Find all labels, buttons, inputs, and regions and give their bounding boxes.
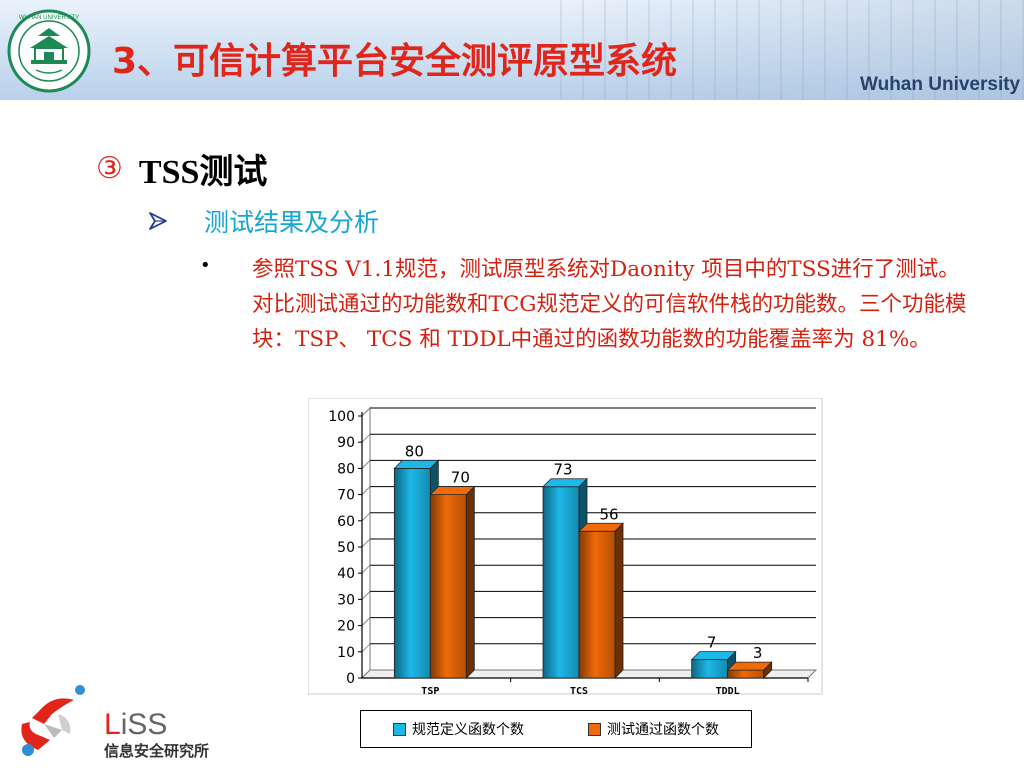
liss-wordmark: LiSS	[104, 708, 167, 742]
institute-name: 信息安全研究所	[104, 742, 210, 760]
header-decoration	[560, 0, 1024, 100]
grid-line-wall	[361, 643, 371, 653]
data-label: 70	[451, 469, 470, 487]
subheading-row: 测试结果及分析	[148, 203, 379, 239]
grid-line-wall	[361, 564, 371, 574]
header-banner: WUHAN UNIVERSITY 3、可信计算平台安全测评原型系统 Wuhan …	[0, 0, 1024, 100]
legend-swatch-passed	[588, 722, 601, 736]
grid-line-wall	[361, 591, 371, 600]
grid-line-wall	[361, 486, 371, 495]
liss-logo-icon	[21, 685, 85, 756]
y-tick-label: 20	[337, 619, 355, 635]
bar-side	[465, 485, 475, 679]
grid-line-wall	[361, 538, 371, 548]
bar-side	[763, 661, 773, 679]
liss-wordmark-l: L	[104, 708, 121, 741]
data-label: 7	[707, 634, 717, 652]
bar-front	[727, 669, 765, 679]
y-tick-label: 0	[346, 671, 355, 687]
subheading: 测试结果及分析	[204, 208, 380, 237]
legend-label-passed: 测试通过函数个数	[607, 722, 719, 738]
page-title: 3、可信计算平台安全测评原型系统	[112, 41, 678, 82]
legend-label-spec: 规范定义函数个数	[412, 722, 524, 738]
x-tick-label: TDDL	[716, 686, 740, 696]
y-tick-label: 80	[337, 461, 355, 477]
bar-front	[691, 659, 729, 679]
grid-line-wall	[361, 512, 371, 522]
section-heading-row: ③ TSS测试	[96, 146, 268, 191]
data-label: 56	[599, 505, 618, 523]
grid-line-wall	[361, 407, 371, 417]
bar-front	[578, 530, 616, 679]
liss-wordmark-rest: iSS	[120, 708, 168, 741]
x-tick-label: TSP	[421, 686, 439, 696]
bar-front	[542, 486, 580, 679]
y-tick-label: 90	[337, 435, 355, 451]
y-tick-label: 60	[337, 514, 355, 530]
body-paragraph: 参照TSS V1.1规范，测试原型系统对Daonity 项目中的TSS进行了测试…	[252, 257, 967, 352]
y-tick-label: 10	[337, 645, 355, 661]
data-label: 73	[553, 461, 572, 479]
section-heading: TSS测试	[138, 153, 268, 191]
legend-item-spec: 规范定义函数个数	[393, 719, 524, 739]
bar-front	[429, 494, 467, 679]
y-tick-label: 40	[337, 566, 355, 582]
wuhan-university-seal-icon: WUHAN UNIVERSITY	[7, 9, 91, 93]
grid-line-wall	[361, 460, 371, 469]
x-tick-label: TCS	[570, 686, 588, 696]
data-label: 3	[753, 644, 763, 662]
y-tick-label: 100	[328, 409, 355, 425]
university-name: Wuhan University	[860, 74, 1021, 95]
y-tick-label: 30	[337, 592, 355, 608]
grid-line-wall	[361, 617, 371, 626]
legend-swatch-spec	[393, 722, 406, 736]
bullet-dot: •	[200, 255, 211, 276]
legend-item-passed: 测试通过函数个数	[588, 719, 719, 739]
logo-text: WUHAN UNIVERSITY	[19, 15, 79, 21]
circled-number: ③	[96, 150, 123, 186]
data-label: 80	[405, 442, 424, 460]
bar-front	[393, 468, 431, 679]
y-tick-label: 50	[337, 540, 355, 556]
arrow-bullet-icon	[149, 212, 167, 230]
bar-side	[614, 522, 624, 679]
chart-legend: 规范定义函数个数 测试通过函数个数	[360, 710, 752, 748]
grid-line-wall	[361, 433, 371, 443]
y-tick-label: 70	[337, 488, 355, 504]
bar-chart: 0 10 20 30 40 50 60 70 80 90 100 80 70 TSP 73 56 TCS…	[308, 398, 824, 696]
